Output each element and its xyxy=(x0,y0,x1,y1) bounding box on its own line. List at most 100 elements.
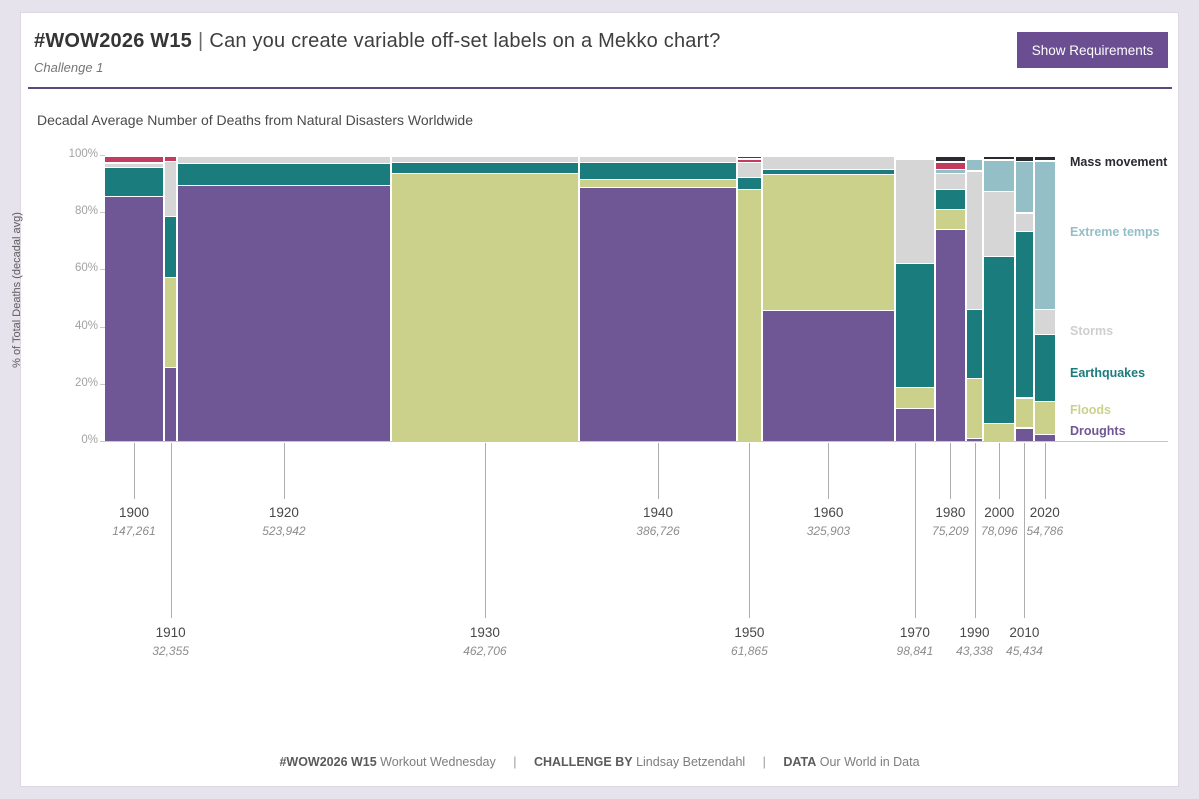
mekko-segment-1990-extreme-temps[interactable] xyxy=(966,160,983,171)
y-tick-mark xyxy=(100,383,105,385)
mekko-segment-1900-storms[interactable] xyxy=(105,163,163,167)
mekko-segment-2020-storms[interactable] xyxy=(1034,310,1055,334)
decade-year: 1930 xyxy=(469,625,500,640)
mekko-segment-1980-storms[interactable] xyxy=(936,173,965,190)
legend-floods[interactable]: Floods xyxy=(1070,403,1111,417)
mekko-segment-1910-storms[interactable] xyxy=(165,162,177,217)
decade-label-2000: 2000 78,096 xyxy=(981,505,1018,538)
decade-year: 1960 xyxy=(813,505,844,520)
mekko-segment-2010-earthquakes[interactable] xyxy=(1016,231,1033,398)
mekko-segment-1980-earthquakes[interactable] xyxy=(936,190,965,210)
legend-earthquakes[interactable]: Earthquakes xyxy=(1070,366,1146,380)
decade-year: 1970 xyxy=(899,625,930,640)
decade-year: 2020 xyxy=(1029,505,1060,520)
mekko-segment-1960-earthquakes[interactable] xyxy=(763,170,894,174)
mekko-segment-2000-storms[interactable] xyxy=(984,192,1015,257)
decade-label-1960: 1960 325,903 xyxy=(807,505,850,538)
decade-label-2010: 2010 45,434 xyxy=(1006,625,1043,658)
footer-credit-challenge: CHALLENGE BY Lindsay Betzendahl xyxy=(533,755,746,769)
footer-credit-data: DATA Our World in Data xyxy=(783,755,920,769)
mekko-segment-1950-earthquakes[interactable] xyxy=(737,178,761,189)
mekko-segment-1970-floods[interactable] xyxy=(895,388,935,408)
mekko-segment-1900-droughts[interactable] xyxy=(105,197,163,442)
decade-year: 1920 xyxy=(268,505,299,520)
mekko-segment-1940-droughts[interactable] xyxy=(580,188,736,442)
mekko-segment-1900-unlabeled-crimson-[interactable] xyxy=(105,157,163,163)
mekko-segment-2020-floods[interactable] xyxy=(1034,402,1055,434)
mekko-segment-1920-earthquakes[interactable] xyxy=(178,164,390,185)
mekko-segment-1950-unlabeled-crimson-[interactable] xyxy=(737,159,761,162)
mekko-segment-1940-earthquakes[interactable] xyxy=(580,163,736,180)
footer: #WOW2026 W15 Workout Wednesday | CHALLEN… xyxy=(0,755,1199,769)
mekko-segment-1950-storms[interactable] xyxy=(737,163,761,177)
leader-line-1900 xyxy=(134,443,135,499)
mekko-segment-2010-floods[interactable] xyxy=(1016,398,1033,428)
mekko-segment-1970-droughts[interactable] xyxy=(895,408,935,442)
mekko-segment-2000-mass-movement[interactable] xyxy=(984,157,1015,160)
mekko-segment-1980-unlabeled-crimson-[interactable] xyxy=(936,162,965,169)
legend-droughts[interactable]: Droughts xyxy=(1070,424,1126,438)
mekko-segment-1910-droughts[interactable] xyxy=(165,368,177,442)
mekko-segment-2010-mass-movement[interactable] xyxy=(1016,157,1033,161)
chart-title: Decadal Average Number of Deaths from Na… xyxy=(37,112,474,128)
mekko-segment-1970-storms[interactable] xyxy=(895,160,935,264)
y-tick-mark xyxy=(100,441,105,442)
mekko-segment-2020-earthquakes[interactable] xyxy=(1034,335,1055,401)
mekko-segment-1960-droughts[interactable] xyxy=(763,311,894,442)
decade-label-1980: 1980 75,209 xyxy=(932,505,969,538)
leader-line-1910 xyxy=(170,443,172,618)
legend-extreme-temps[interactable]: Extreme temps xyxy=(1070,225,1160,239)
mekko-segment-2010-droughts[interactable] xyxy=(1016,428,1033,442)
mekko-segment-1950-unlabeled-navy-[interactable] xyxy=(737,157,761,159)
mekko-segment-1980-floods[interactable] xyxy=(936,210,965,230)
mekko-segment-2020-mass-movement[interactable] xyxy=(1034,157,1055,161)
y-tick-60%: 60% xyxy=(74,262,98,275)
legend-storms[interactable]: Storms xyxy=(1070,324,1114,338)
mekko-segment-1980-extreme-temps[interactable] xyxy=(936,170,965,173)
mekko-segment-2020-droughts[interactable] xyxy=(1034,435,1055,442)
decade-year: 1910 xyxy=(155,625,186,640)
mekko-segment-2010-storms[interactable] xyxy=(1016,213,1033,231)
decade-total-deaths: 462,706 xyxy=(463,644,507,658)
mekko-segment-2000-floods[interactable] xyxy=(984,424,1015,442)
decade-total-deaths: 61,865 xyxy=(731,644,768,658)
mekko-segment-1940-storms[interactable] xyxy=(580,157,736,162)
mekko-segment-1980-droughts[interactable] xyxy=(936,230,965,442)
decade-total-deaths: 386,726 xyxy=(636,524,680,538)
mekko-segment-1950-floods[interactable] xyxy=(737,190,761,442)
mekko-segment-1940-floods[interactable] xyxy=(580,180,736,187)
mekko-segment-2000-earthquakes[interactable] xyxy=(984,257,1015,423)
legend-mass-movement[interactable]: Mass movement xyxy=(1070,155,1168,169)
mekko-segment-1920-storms[interactable] xyxy=(178,157,390,163)
mekko-segment-1910-floods[interactable] xyxy=(165,277,177,367)
mekko-segment-1930-earthquakes[interactable] xyxy=(391,163,579,174)
title-question: Can you create variable off-set labels o… xyxy=(209,30,721,52)
mekko-segment-1970-earthquakes[interactable] xyxy=(895,264,935,387)
mekko-segment-1920-droughts[interactable] xyxy=(178,185,390,442)
mekko-segment-1910-earthquakes[interactable] xyxy=(165,217,177,277)
leader-line-1980 xyxy=(950,443,952,499)
show-requirements-button[interactable]: Show Requirements xyxy=(1017,32,1168,68)
mekko-segment-1900-earthquakes[interactable] xyxy=(105,167,163,196)
decade-label-1920: 1920 523,942 xyxy=(262,505,305,538)
mekko-segment-1960-floods[interactable] xyxy=(763,175,894,310)
decade-year: 1980 xyxy=(935,505,966,520)
leader-line-1990 xyxy=(974,443,976,618)
mekko-segment-1990-floods[interactable] xyxy=(966,378,983,438)
mekko-segment-1990-earthquakes[interactable] xyxy=(966,310,983,378)
mekko-segment-2020-extreme-temps[interactable] xyxy=(1034,161,1055,309)
leader-line-1950 xyxy=(749,443,751,618)
decade-label-1930: 1930 462,706 xyxy=(463,625,506,658)
mekko-segment-1980-mass-movement[interactable] xyxy=(936,157,965,162)
mekko-segment-1990-droughts[interactable] xyxy=(966,438,983,442)
mekko-segment-2010-extreme-temps[interactable] xyxy=(1016,162,1033,213)
mekko-segment-1990-storms[interactable] xyxy=(966,171,983,309)
mekko-segment-1930-floods[interactable] xyxy=(391,174,579,442)
decade-total-deaths: 43,338 xyxy=(956,644,993,658)
mekko-segment-1960-storms[interactable] xyxy=(763,157,894,170)
mekko-segment-1910-unlabeled-crimson-[interactable] xyxy=(165,157,177,161)
leader-line-1940 xyxy=(658,443,659,499)
mekko-segment-2000-extreme-temps[interactable] xyxy=(984,160,1015,191)
mekko-segment-1930-storms[interactable] xyxy=(391,157,579,162)
